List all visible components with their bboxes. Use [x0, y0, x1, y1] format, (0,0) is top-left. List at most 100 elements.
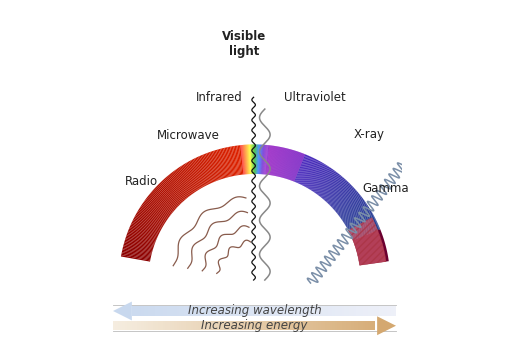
- Polygon shape: [343, 204, 367, 221]
- Polygon shape: [132, 321, 134, 331]
- Polygon shape: [169, 174, 189, 198]
- Polygon shape: [237, 145, 242, 175]
- Polygon shape: [282, 149, 291, 178]
- Polygon shape: [133, 218, 160, 232]
- Polygon shape: [138, 209, 164, 225]
- Polygon shape: [181, 165, 198, 191]
- Polygon shape: [306, 162, 322, 188]
- Polygon shape: [130, 224, 158, 237]
- Polygon shape: [306, 306, 309, 316]
- Polygon shape: [349, 321, 351, 331]
- Polygon shape: [208, 152, 219, 180]
- Polygon shape: [320, 174, 340, 197]
- Polygon shape: [298, 157, 312, 184]
- Polygon shape: [243, 145, 246, 174]
- Polygon shape: [287, 151, 296, 179]
- Polygon shape: [290, 152, 300, 180]
- Polygon shape: [258, 144, 259, 174]
- Polygon shape: [348, 218, 386, 265]
- Polygon shape: [332, 306, 335, 316]
- Polygon shape: [269, 306, 271, 316]
- Polygon shape: [261, 145, 262, 174]
- Polygon shape: [158, 183, 180, 205]
- Polygon shape: [155, 186, 178, 208]
- Polygon shape: [231, 306, 233, 316]
- Polygon shape: [287, 151, 297, 179]
- Polygon shape: [330, 306, 332, 316]
- Polygon shape: [267, 145, 271, 175]
- Polygon shape: [263, 145, 265, 174]
- Polygon shape: [137, 211, 163, 227]
- Polygon shape: [262, 306, 264, 316]
- Polygon shape: [251, 144, 252, 174]
- Text: Increasing wavelength: Increasing wavelength: [188, 304, 321, 318]
- Polygon shape: [232, 146, 238, 176]
- Polygon shape: [210, 321, 212, 331]
- Polygon shape: [304, 306, 306, 316]
- Polygon shape: [184, 306, 186, 316]
- Polygon shape: [168, 175, 188, 198]
- Polygon shape: [313, 167, 330, 192]
- Polygon shape: [285, 150, 294, 179]
- Polygon shape: [257, 306, 259, 316]
- Polygon shape: [264, 321, 266, 331]
- Polygon shape: [245, 145, 247, 174]
- Polygon shape: [210, 306, 212, 316]
- Polygon shape: [294, 154, 305, 182]
- Polygon shape: [143, 201, 168, 219]
- Polygon shape: [246, 145, 248, 174]
- Polygon shape: [342, 203, 367, 221]
- Polygon shape: [235, 146, 240, 175]
- Polygon shape: [184, 164, 200, 190]
- Polygon shape: [354, 321, 356, 331]
- Text: Infrared: Infrared: [195, 91, 242, 104]
- Polygon shape: [328, 182, 349, 204]
- Polygon shape: [263, 145, 265, 174]
- Polygon shape: [146, 198, 170, 217]
- Polygon shape: [250, 306, 252, 316]
- Polygon shape: [147, 197, 171, 216]
- Polygon shape: [261, 145, 263, 174]
- Polygon shape: [181, 306, 184, 316]
- Polygon shape: [209, 152, 220, 180]
- Polygon shape: [299, 306, 302, 316]
- Polygon shape: [325, 179, 345, 201]
- Polygon shape: [325, 179, 346, 202]
- Polygon shape: [316, 170, 334, 194]
- Polygon shape: [252, 306, 254, 316]
- Text: Ultraviolet: Ultraviolet: [284, 91, 346, 104]
- Polygon shape: [193, 321, 195, 331]
- Polygon shape: [318, 306, 321, 316]
- Polygon shape: [340, 199, 363, 217]
- Polygon shape: [300, 157, 314, 184]
- Polygon shape: [223, 148, 231, 177]
- Polygon shape: [251, 144, 252, 174]
- Polygon shape: [245, 306, 247, 316]
- Polygon shape: [207, 306, 210, 316]
- Polygon shape: [175, 169, 193, 194]
- Polygon shape: [351, 224, 379, 237]
- Polygon shape: [297, 321, 299, 331]
- Polygon shape: [245, 321, 247, 331]
- Polygon shape: [349, 219, 376, 233]
- Polygon shape: [351, 223, 378, 236]
- Polygon shape: [127, 321, 129, 331]
- Polygon shape: [134, 321, 136, 331]
- Polygon shape: [336, 194, 359, 213]
- Polygon shape: [321, 174, 340, 198]
- Polygon shape: [349, 218, 376, 233]
- Polygon shape: [391, 306, 393, 316]
- Polygon shape: [272, 146, 277, 176]
- Polygon shape: [341, 200, 365, 218]
- Polygon shape: [292, 153, 302, 181]
- Polygon shape: [200, 306, 203, 316]
- Polygon shape: [344, 306, 347, 316]
- Polygon shape: [389, 306, 391, 316]
- Polygon shape: [259, 321, 262, 331]
- Polygon shape: [196, 157, 210, 184]
- Polygon shape: [365, 321, 367, 331]
- Polygon shape: [340, 200, 364, 218]
- Polygon shape: [213, 151, 223, 179]
- Polygon shape: [188, 321, 191, 331]
- Polygon shape: [252, 144, 253, 174]
